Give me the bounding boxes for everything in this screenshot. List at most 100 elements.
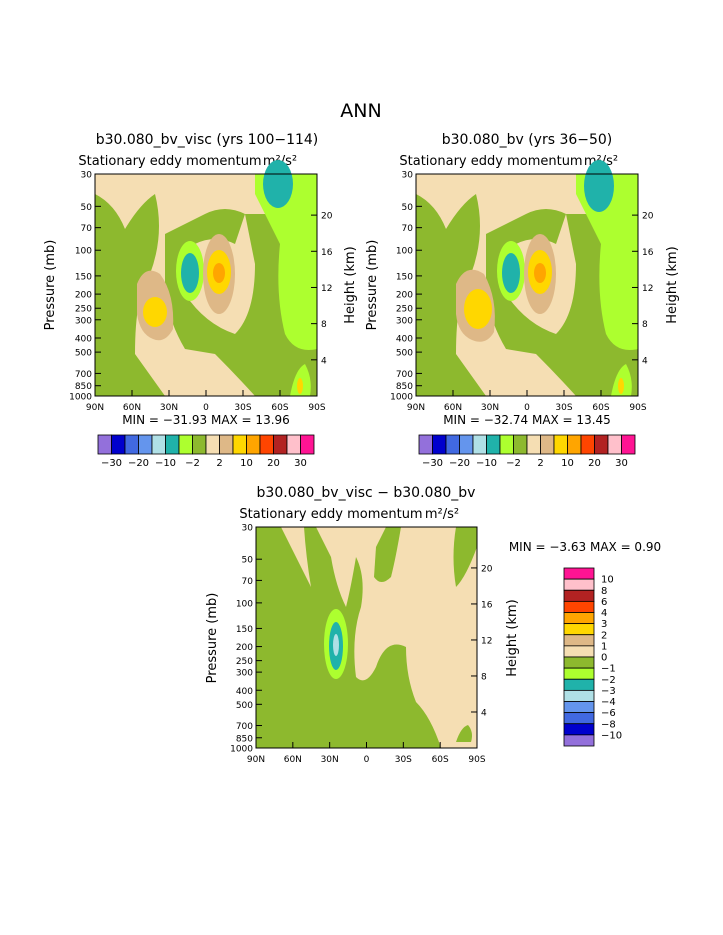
colorbar-label: 0 bbox=[601, 653, 607, 664]
colorbar-label: −3 bbox=[601, 686, 616, 697]
lat-tick-label: 90S bbox=[629, 403, 646, 413]
contour-green-north bbox=[416, 194, 486, 396]
colorbar-label: 2 bbox=[216, 458, 222, 469]
colorbar-label: −10 bbox=[601, 730, 622, 741]
colorbar-label: −2 bbox=[185, 458, 200, 469]
colorbar-label: 30 bbox=[294, 458, 307, 469]
pressure-tick-label: 30 bbox=[81, 171, 93, 181]
colorbar-swatch bbox=[205, 434, 220, 455]
contour-lightgreen-east bbox=[255, 174, 317, 350]
colorbar-label: −10 bbox=[476, 458, 497, 469]
colorbar-label: −1 bbox=[601, 664, 616, 675]
lat-tick-label: 60S bbox=[271, 403, 288, 413]
colorbar-swatch bbox=[499, 434, 514, 455]
colorbar-swatch bbox=[607, 434, 622, 455]
lat-tick-label: 30S bbox=[234, 403, 251, 413]
contour-lightgreen-east bbox=[576, 174, 638, 350]
colorbar-label: 4 bbox=[601, 608, 607, 619]
pressure-tick-label: 70 bbox=[402, 224, 414, 234]
colorbar-swatch bbox=[563, 712, 595, 725]
pressure-tick-label: 850 bbox=[75, 382, 92, 392]
panel-1: b30.080_bv_visc (yrs 100−114) Stationary… bbox=[43, 132, 358, 469]
panel-2-stats: MIN = −32.74 MAX = 13.45 bbox=[443, 413, 611, 427]
lat-tick-label: 30S bbox=[395, 755, 412, 765]
contour-teal-top bbox=[584, 160, 614, 212]
lat-tick-label: 0 bbox=[524, 403, 530, 413]
height-tick-label: 12 bbox=[321, 284, 332, 294]
pressure-tick-label: 700 bbox=[236, 722, 253, 732]
colorbar-swatch bbox=[563, 589, 595, 602]
colorbar-swatch bbox=[563, 612, 595, 625]
panel-1-title: b30.080_bv_visc (yrs 100−114) bbox=[96, 132, 319, 148]
pressure-tick-label: 850 bbox=[236, 734, 253, 744]
colorbar-swatch bbox=[563, 567, 595, 580]
contour-teal-negative bbox=[181, 253, 199, 293]
colorbar-label: −2 bbox=[601, 675, 616, 686]
colorbar-swatch bbox=[563, 701, 595, 714]
panel-3-ylabel-left: Pressure (mb) bbox=[205, 593, 220, 684]
colorbar-swatch bbox=[563, 645, 595, 658]
height-tick-label: 8 bbox=[642, 320, 648, 330]
colorbar-swatch bbox=[192, 434, 207, 455]
colorbar-label: −8 bbox=[601, 719, 616, 730]
height-tick-label: 12 bbox=[642, 284, 653, 294]
colorbar-label: −20 bbox=[128, 458, 149, 469]
colorbar-swatch bbox=[563, 600, 595, 613]
pressure-tick-label: 1000 bbox=[230, 745, 253, 755]
colorbar-label: −20 bbox=[449, 458, 470, 469]
panel-2-ylabel-left: Pressure (mb) bbox=[365, 240, 380, 331]
panel-3-ylabel-right: Height (km) bbox=[505, 599, 520, 676]
panel-1-bottom-axis: 90N 60N 30N 0 30S 60S 90S bbox=[86, 390, 326, 413]
colorbar-swatch bbox=[563, 623, 595, 636]
panel-2-plot-area bbox=[415, 160, 639, 397]
colorbar-swatch bbox=[513, 434, 528, 455]
colorbar-swatch bbox=[567, 434, 582, 455]
panel-2-title: b30.080_bv (yrs 36−50) bbox=[442, 132, 613, 148]
colorbar-label: 2 bbox=[537, 458, 543, 469]
pressure-tick-label: 200 bbox=[75, 291, 92, 301]
colorbar-swatch bbox=[138, 434, 153, 455]
colorbar-swatch bbox=[563, 723, 595, 736]
lat-tick-label: 60S bbox=[432, 755, 449, 765]
colorbar-swatch bbox=[563, 689, 595, 702]
pressure-tick-label: 1000 bbox=[390, 393, 413, 403]
pressure-tick-label: 700 bbox=[396, 370, 413, 380]
height-tick-label: 20 bbox=[642, 212, 654, 222]
pressure-tick-label: 500 bbox=[236, 701, 253, 711]
height-tick-label: 16 bbox=[481, 600, 493, 610]
colorbar-swatch bbox=[594, 434, 609, 455]
colorbar-swatch bbox=[553, 434, 568, 455]
contour-green-main bbox=[256, 527, 441, 748]
lat-tick-label: 60S bbox=[592, 403, 609, 413]
lat-tick-label: 30N bbox=[481, 403, 499, 413]
pressure-tick-label: 250 bbox=[75, 305, 92, 315]
panel-1-right-axis: 4 8 12 16 20 bbox=[311, 212, 333, 366]
panel-3-plot-area bbox=[255, 526, 478, 749]
pressure-tick-label: 70 bbox=[81, 224, 93, 234]
height-tick-label: 16 bbox=[321, 248, 333, 258]
colorbar-swatch bbox=[563, 634, 595, 647]
pressure-tick-label: 700 bbox=[75, 370, 92, 380]
contour-green-north bbox=[95, 194, 165, 396]
panel-3: b30.080_bv_visc − b30.080_bv Stationary … bbox=[205, 485, 661, 765]
colorbar-swatch bbox=[472, 434, 487, 455]
contour-small-yellow bbox=[297, 378, 303, 394]
pressure-tick-label: 850 bbox=[396, 382, 413, 392]
colorbar-swatch bbox=[418, 434, 433, 455]
colorbar-label: 10 bbox=[601, 575, 614, 586]
panel-1-stats: MIN = −31.93 MAX = 13.96 bbox=[122, 413, 290, 427]
contour-lightblue-core bbox=[333, 634, 339, 656]
lat-tick-label: 30N bbox=[160, 403, 178, 413]
height-tick-label: 16 bbox=[642, 248, 654, 258]
pressure-tick-label: 50 bbox=[402, 203, 414, 213]
panel-3-stats: MIN = −3.63 MAX = 0.90 bbox=[509, 540, 661, 554]
colorbar-label: 3 bbox=[601, 619, 607, 630]
panel-1-colorbar: −30 −20 −10 −2 2 10 20 30 bbox=[97, 434, 315, 469]
colorbar-swatch bbox=[151, 434, 166, 455]
lat-tick-label: 90N bbox=[86, 403, 104, 413]
colorbar-swatch bbox=[97, 434, 112, 455]
colorbar-label: −30 bbox=[101, 458, 122, 469]
colorbar-swatch bbox=[165, 434, 180, 455]
lat-tick-label: 0 bbox=[203, 403, 209, 413]
